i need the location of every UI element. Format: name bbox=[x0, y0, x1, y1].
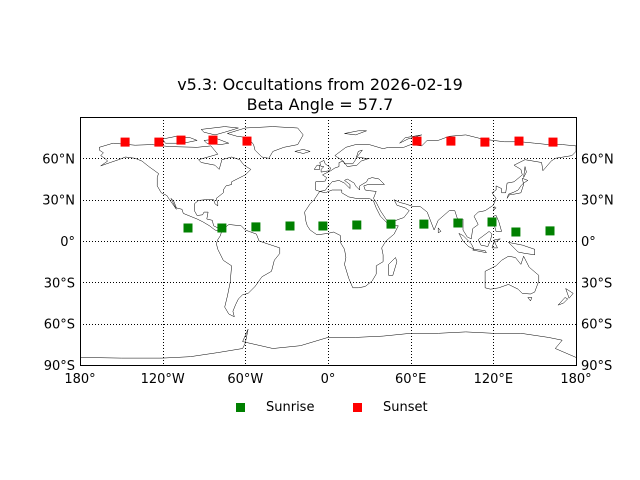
coastline bbox=[523, 166, 527, 178]
sunset-marker-icon bbox=[353, 403, 362, 412]
coastline bbox=[99, 142, 252, 231]
coastline bbox=[491, 238, 501, 249]
legend-item-sunrise: Sunrise bbox=[236, 400, 314, 415]
sunset-marker bbox=[154, 137, 164, 147]
chart-title-line1: v5.3: Occultations from 2026-02-19 bbox=[177, 75, 463, 94]
sunrise-marker bbox=[453, 218, 463, 228]
coastline bbox=[477, 231, 493, 247]
legend-label-sunrise: Sunrise bbox=[266, 400, 315, 415]
coastline bbox=[508, 242, 535, 256]
x-tick-label: 180° bbox=[64, 372, 95, 387]
legend-label-sunset: Sunset bbox=[383, 400, 428, 415]
sunrise-marker-icon bbox=[236, 403, 245, 412]
data-markers bbox=[120, 135, 558, 237]
sunset-marker bbox=[412, 136, 422, 146]
sunrise-marker bbox=[487, 217, 497, 227]
x-tick-label: 60°W bbox=[227, 372, 263, 387]
coastline bbox=[437, 227, 442, 234]
coastline bbox=[388, 257, 398, 276]
y-tick-label-left: 60°N bbox=[42, 152, 75, 167]
coastlines bbox=[79, 126, 577, 359]
sunset-marker bbox=[176, 135, 186, 145]
sunset-marker bbox=[446, 136, 456, 146]
sunset-marker bbox=[514, 136, 524, 146]
y-tick-label-right: 0° bbox=[581, 235, 596, 250]
coastline bbox=[399, 134, 422, 144]
y-tick-label-right: 60°N bbox=[581, 152, 614, 167]
coastline bbox=[506, 177, 529, 199]
coastline bbox=[565, 288, 574, 299]
x-tick-label: 0° bbox=[321, 372, 336, 387]
sunrise-marker bbox=[511, 227, 521, 237]
sunrise-marker bbox=[285, 221, 295, 231]
legend-item-sunset: Sunset bbox=[353, 400, 428, 415]
y-tick-label-right: 60°S bbox=[581, 318, 612, 333]
legend: Sunrise Sunset bbox=[0, 400, 640, 418]
coastline bbox=[294, 149, 311, 154]
coastline bbox=[162, 136, 198, 144]
coastline bbox=[527, 297, 533, 302]
y-tick-label-left: 90°S bbox=[44, 359, 75, 374]
sunset-marker bbox=[208, 135, 218, 145]
sunset-marker bbox=[120, 137, 130, 147]
coastline bbox=[201, 126, 239, 136]
x-tick-label: 60°E bbox=[395, 372, 426, 387]
coastline bbox=[484, 255, 540, 295]
x-tick-label: 120°E bbox=[474, 372, 514, 387]
y-tick-label-left: 60°S bbox=[44, 318, 75, 333]
coastline bbox=[79, 329, 577, 359]
y-tick-label-right: 90°S bbox=[581, 359, 612, 374]
coastline bbox=[493, 206, 497, 211]
y-tick-label-right: 30°S bbox=[581, 276, 612, 291]
y-tick-label-right: 30°N bbox=[581, 194, 614, 209]
coastline bbox=[319, 160, 332, 173]
sunrise-marker bbox=[419, 219, 429, 229]
x-tick-label: 120°W bbox=[141, 372, 185, 387]
sunrise-marker bbox=[183, 223, 193, 233]
sunset-marker bbox=[480, 137, 490, 147]
gridlines bbox=[80, 117, 576, 365]
coastline bbox=[227, 126, 304, 159]
coastline bbox=[304, 189, 399, 289]
y-tick-label-left: 30°S bbox=[44, 276, 75, 291]
x-tick-label: 180° bbox=[560, 372, 591, 387]
chart-title-line2: Beta Angle = 57.7 bbox=[246, 95, 394, 114]
sunrise-marker bbox=[318, 221, 328, 231]
coastline bbox=[342, 149, 370, 167]
sunset-marker bbox=[242, 136, 252, 146]
coastline bbox=[216, 224, 281, 318]
sunrise-marker bbox=[352, 220, 362, 230]
y-tick-label-left: 30°N bbox=[42, 194, 75, 209]
coastline bbox=[344, 130, 367, 136]
plot-frame bbox=[80, 117, 577, 366]
sunset-marker bbox=[548, 137, 558, 147]
coastline bbox=[557, 297, 569, 306]
coastline bbox=[472, 249, 487, 254]
sunrise-marker bbox=[217, 223, 227, 233]
sunrise-marker bbox=[545, 226, 555, 236]
sunrise-marker bbox=[251, 222, 261, 232]
axis-tick-labels: 180° 120°W 60°W 0° 60°E 120°E 180° 60°N 30°N 0° 30… bbox=[42, 152, 614, 387]
sunrise-marker bbox=[386, 219, 396, 229]
y-tick-label-left: 0° bbox=[60, 235, 75, 250]
coastline bbox=[313, 164, 320, 170]
